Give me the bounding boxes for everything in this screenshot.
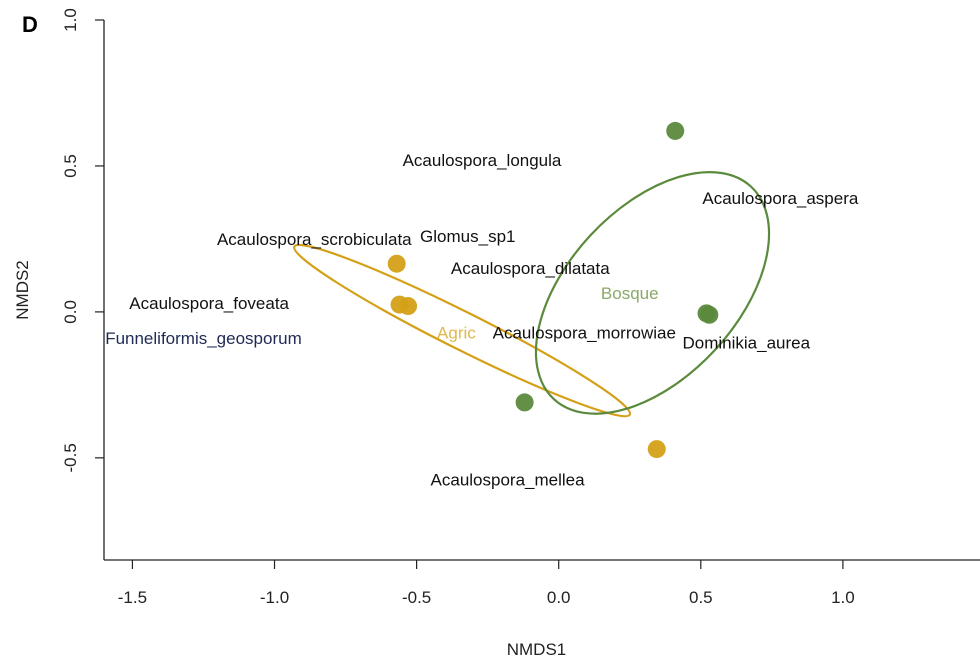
x-tick-label: 0.0 [547,588,571,607]
point-bosque [666,121,685,140]
x-axis-title: NMDS1 [507,640,567,659]
x-tick-label: 0.5 [689,588,713,607]
group-label-agric: Agric [437,323,476,342]
y-tick-label: 0.0 [61,300,80,324]
species-label: Dominikia_aurea [682,334,810,353]
species-label: Funneliformis_geosporum [105,329,302,348]
species-label: Acaulospora_scrobiculata [217,230,412,249]
species-label: Acaulospora_aspera [702,189,858,208]
species-label: Glomus_sp1 [420,227,515,246]
point-bosque [697,304,716,323]
y-tick-label: 1.0 [61,8,80,32]
group-label-bosque: Bosque [601,284,659,303]
x-tick-label: 1.0 [831,588,855,607]
point-agric [399,297,418,316]
x-tick-label: -0.5 [402,588,431,607]
ellipse-bosque [534,171,771,415]
y-tick-label: -0.5 [61,443,80,472]
panel-label: D [22,12,38,37]
y-tick-label: 0.5 [61,154,80,178]
ellipse-agric [293,243,632,418]
point-bosque [515,393,534,412]
species-label: Acaulospora_longula [403,151,562,170]
y-axis-title: NMDS2 [13,260,32,320]
species-label: Acaulospora_foveata [129,294,289,313]
point-agric [387,254,406,273]
x-tick-label: -1.0 [260,588,289,607]
species-label: Acaulospora_morrowiae [493,323,676,342]
x-tick-label: -1.5 [118,588,147,607]
species-label: Acaulospora_mellea [431,471,586,490]
point-agric [647,440,666,459]
species-label: Acaulospora_dilatata [451,259,610,278]
